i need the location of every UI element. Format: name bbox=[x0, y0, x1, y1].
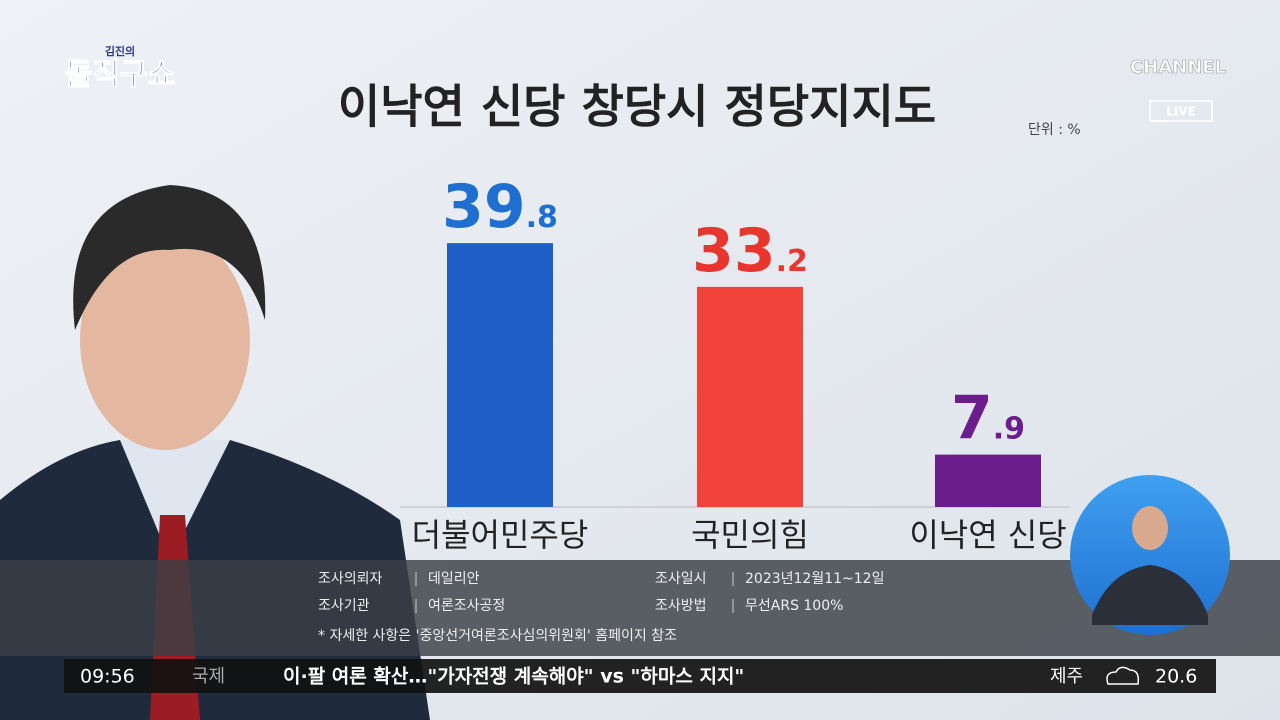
bar bbox=[447, 243, 553, 507]
chart: 39.8 더불어민주당 33.2 국민의힘 7.9 이낙연 신당 bbox=[400, 172, 1070, 554]
note-value: 무선ARS 100% bbox=[745, 598, 843, 614]
footnote: * 자세한 사항은 '중앙선거여론조사심의위원회' 홈페이지 참조 bbox=[318, 628, 677, 644]
weather-temp: 20.6 bbox=[1155, 666, 1197, 688]
chart-title: 이낙연 신당 창당시 정당지지도 bbox=[338, 80, 936, 134]
weather-icon bbox=[1106, 666, 1140, 685]
category-label: 더불어민주당 bbox=[412, 516, 589, 554]
live: LIVE bbox=[1166, 105, 1196, 119]
weather-city: 제주 bbox=[1050, 666, 1083, 687]
ticker-bar bbox=[64, 659, 1216, 693]
note-value: 2023년12월11~12일 bbox=[745, 571, 884, 587]
sign-interpreter bbox=[1070, 475, 1230, 635]
logo: 돌직구쇼 bbox=[65, 58, 175, 93]
category-label: 이낙연 신당 bbox=[909, 516, 1066, 554]
category-label: 국민의힘 bbox=[691, 516, 809, 554]
logo-small: 김진의 bbox=[105, 44, 135, 58]
bar bbox=[935, 454, 1041, 507]
value-label: 33.2 bbox=[692, 215, 808, 285]
notes-band bbox=[0, 560, 1280, 656]
live-box bbox=[1149, 100, 1213, 122]
ticker-time: 09:56 bbox=[80, 666, 135, 688]
value-label: 39.8 bbox=[442, 172, 558, 242]
unit: 단위 : % bbox=[1028, 122, 1081, 138]
note-key: 조사기관 bbox=[318, 598, 370, 614]
note-value: 데일리안 bbox=[428, 571, 480, 587]
note-value: 여론조사공정 bbox=[428, 598, 505, 614]
ticker-headline: 이·팔 여론 확산…"가자전쟁 계속해야" vs "하마스 지지" bbox=[283, 665, 744, 688]
ticker-section: 국제 bbox=[192, 666, 225, 687]
bar bbox=[697, 286, 803, 507]
note-key: 조사방법 bbox=[655, 598, 707, 614]
note-key: 조사의뢰자 bbox=[318, 571, 383, 587]
note-key: 조사일시 bbox=[655, 571, 707, 587]
channel-logo: CHANNEL bbox=[1130, 57, 1226, 78]
value-label: 7.9 bbox=[951, 383, 1025, 453]
